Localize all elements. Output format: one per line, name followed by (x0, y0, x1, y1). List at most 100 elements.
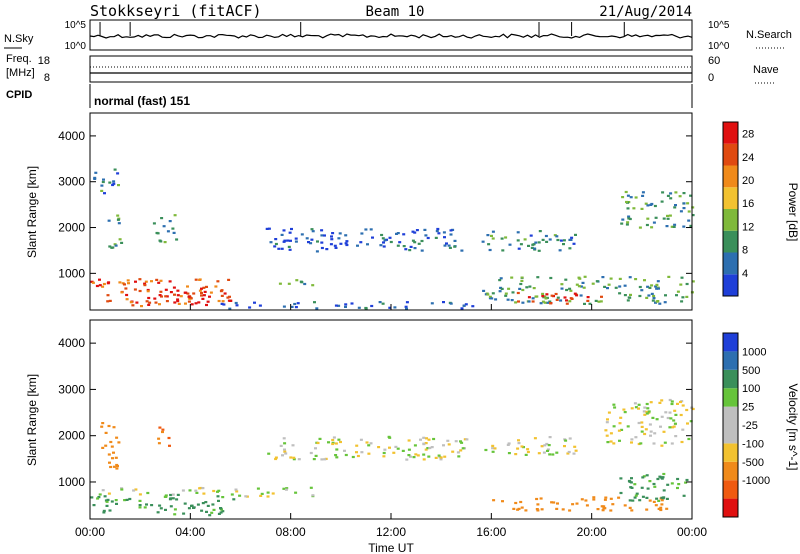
heatmap-cell (173, 301, 177, 304)
heatmap-cell (184, 302, 187, 305)
heatmap-cell (669, 417, 673, 420)
heatmap-cell (280, 247, 284, 250)
velocity-colorbar-tick: 1000 (742, 346, 766, 358)
heatmap-cell (640, 486, 644, 489)
heatmap-cell (481, 240, 485, 243)
heatmap-cell (565, 302, 569, 305)
velocity-colorbar-label-text: Velocity [m s^-1] (786, 384, 800, 471)
heatmap-cell (577, 285, 581, 288)
heatmap-cell (650, 226, 654, 229)
heatmap-cell (626, 194, 630, 197)
heatmap-cell (104, 499, 108, 502)
heatmap-cell (646, 487, 650, 490)
heatmap-cell (664, 294, 667, 297)
heatmap-cell (568, 509, 572, 512)
heatmap-cell (339, 242, 343, 245)
heatmap-cell (659, 506, 663, 509)
heatmap-cell (538, 230, 542, 233)
heatmap-cell (630, 441, 633, 444)
heatmap-cell (442, 231, 446, 234)
heatmap-cell (138, 506, 142, 509)
heatmap-cell (401, 449, 405, 452)
heatmap-cell (645, 508, 649, 511)
heatmap-cell (398, 241, 402, 244)
heatmap-cell (619, 416, 623, 419)
heatmap-cell (345, 243, 349, 247)
heatmap-cell (140, 305, 143, 308)
heatmap-cell (449, 229, 453, 232)
heatmap-cell (420, 249, 424, 252)
heatmap-cell (274, 457, 278, 461)
power-colorbar-tick: 8 (742, 245, 748, 257)
heatmap-cell (542, 451, 546, 454)
heatmap-cell (609, 509, 613, 512)
heatmap-cell (453, 239, 457, 242)
heatmap-cell (166, 230, 170, 233)
heatmap-cell (648, 423, 652, 426)
heatmap-cell (661, 497, 665, 500)
y-tick-label: 2000 (58, 221, 85, 235)
heatmap-cell (609, 440, 613, 443)
heatmap-cell (520, 276, 524, 279)
x-tick-label: 20:00 (577, 525, 607, 539)
y-tick-label: 3000 (58, 175, 85, 189)
heatmap-cell (607, 411, 611, 414)
heatmap-cell (152, 222, 156, 225)
heatmap-cell (460, 307, 464, 310)
heatmap-cell (172, 231, 176, 234)
heatmap-cell (413, 231, 417, 234)
heatmap-cell (676, 477, 680, 481)
heatmap-cell (315, 307, 319, 310)
heatmap-cell (618, 422, 622, 425)
heatmap-cell (203, 290, 207, 293)
heatmap-cell (92, 504, 96, 507)
heatmap-cell (637, 442, 641, 446)
heatmap-cell (370, 304, 374, 308)
heatmap-cell (98, 278, 101, 281)
heatmap-cell (568, 300, 572, 303)
heatmap-cell (320, 241, 324, 244)
heatmap-cell (100, 189, 104, 192)
heatmap-cell (331, 438, 335, 442)
heatmap-cell (621, 196, 625, 199)
heatmap-cell (330, 238, 334, 241)
heatmap-cell (129, 301, 133, 304)
heatmap-cell (532, 287, 536, 290)
heatmap-cell (498, 290, 502, 293)
heatmap-cell (221, 496, 225, 499)
heatmap-cell (680, 300, 684, 303)
heatmap-cell (107, 492, 111, 495)
heatmap-cell (460, 249, 464, 252)
heatmap-cell (186, 292, 190, 295)
heatmap-cell (511, 291, 515, 294)
beam-title: Beam 10 (365, 4, 424, 20)
heatmap-cell (685, 478, 689, 482)
heatmap-cell (221, 510, 225, 513)
heatmap-cell (685, 295, 689, 298)
heatmap-cell (666, 214, 669, 217)
velocity-colorbar-segment (723, 406, 738, 425)
heatmap-cell (555, 235, 559, 238)
heatmap-cell (426, 236, 430, 240)
heatmap-cell (465, 438, 469, 441)
heatmap-cell (279, 444, 283, 447)
heatmap-cell (265, 227, 269, 230)
heatmap-cell (612, 403, 616, 406)
heatmap-cell (120, 291, 124, 294)
heatmap-cell (596, 508, 600, 511)
heatmap-cell (639, 442, 643, 445)
power-colorbar: 4 8 12 16 20 24 28 (722, 121, 754, 297)
heatmap-cell (568, 247, 572, 250)
heatmap-cell (138, 289, 142, 293)
heatmap-cell (516, 291, 520, 295)
heatmap-cell (667, 275, 671, 278)
heatmap-cell (652, 442, 656, 445)
heatmap-cell (232, 498, 236, 501)
heatmap-cell (622, 408, 626, 411)
heatmap-cell (519, 282, 523, 286)
power-colorbar-tick: 4 (742, 268, 748, 280)
heatmap-cell (159, 279, 163, 282)
heatmap-cell (344, 234, 348, 237)
power-colorbar-tick: 20 (742, 175, 754, 187)
heatmap-cell (607, 283, 611, 286)
